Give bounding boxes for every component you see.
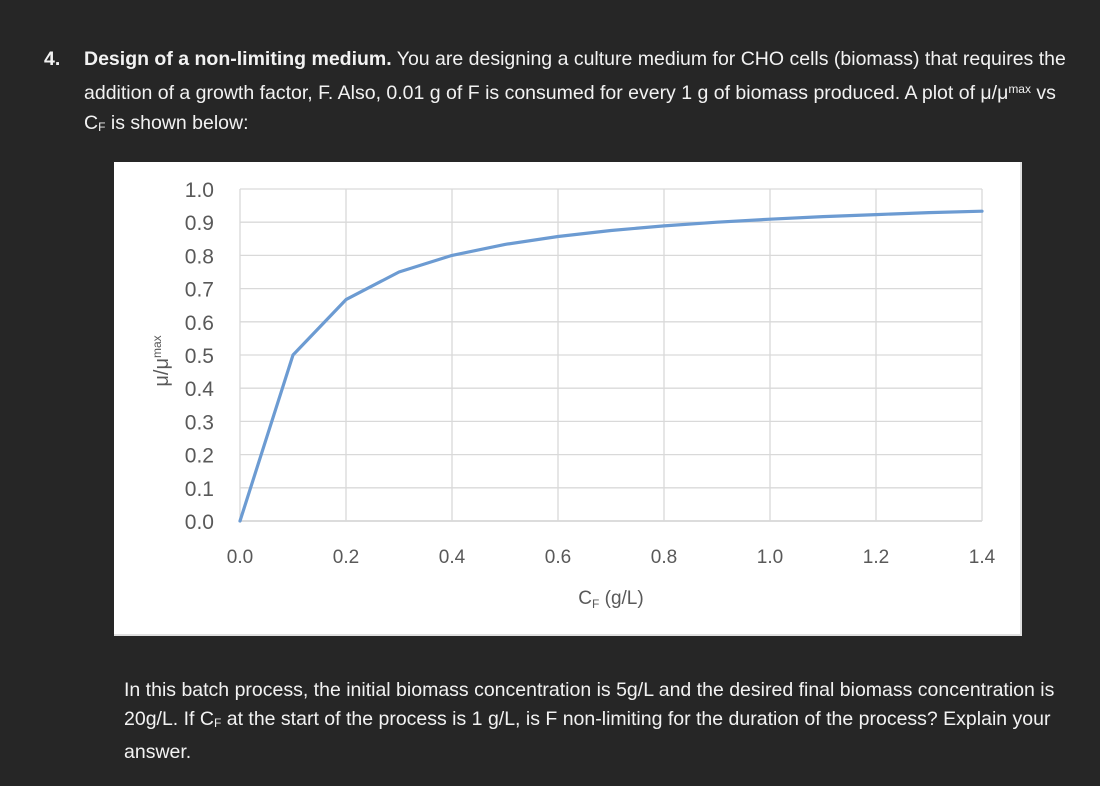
x-tick-label: 1.2 — [863, 547, 889, 568]
followup-text: In this batch process, the initial bioma… — [124, 679, 1055, 730]
cf-subscript: F — [98, 120, 106, 134]
y-tick-label: 0.6 — [185, 312, 214, 335]
y-axis-label: μ/μmax — [150, 335, 173, 386]
y-tick-label: 0.2 — [185, 445, 214, 468]
y-tick-label: 0.4 — [185, 378, 215, 401]
y-tick-label: 0.3 — [185, 411, 214, 434]
y-tick-label: 0.0 — [185, 511, 214, 534]
mu-max-superscript: max — [1008, 82, 1031, 96]
chart-panel: 0.0 0.1 0.2 0.3 0.4 0.5 0.6 0.7 0.8 0.9 1.0 0.0 0.2 0… — [114, 162, 1022, 636]
x-tick-label: 0.2 — [333, 547, 359, 568]
cf-subscript: F — [213, 716, 222, 730]
y-tick-label: 0.7 — [185, 279, 214, 302]
y-tick-label: 0.5 — [185, 345, 214, 368]
question-text: 4. Design of a non-limiting medium. You … — [44, 44, 1074, 142]
question-number: 4. — [44, 48, 61, 70]
y-tick-label: 1.0 — [185, 179, 214, 202]
x-tick-label: 1.4 — [969, 547, 996, 568]
growth-rate-chart: 0.0 0.1 0.2 0.3 0.4 0.5 0.6 0.7 0.8 0.9 1.0 0.0 0.2 0… — [150, 179, 996, 611]
question-intro: You are designing a culture medium for C… — [84, 48, 1066, 104]
y-tick-label: 0.1 — [185, 478, 214, 501]
x-tick-label: 0.0 — [227, 547, 253, 568]
x-tick-label: 0.4 — [439, 547, 466, 568]
y-tick-label: 0.8 — [185, 245, 214, 268]
mu-ratio: μ/μ — [980, 82, 1009, 104]
question-intro-end: is shown below: — [105, 112, 249, 134]
x-tick-label: 1.0 — [757, 547, 783, 568]
followup-text-end: at the start of the process is 1 g/L, is… — [124, 708, 1051, 763]
question-body: Design of a non-limiting medium. You are… — [84, 44, 1074, 142]
question-title: Design of a non-limiting medium. — [84, 48, 392, 70]
y-tick-label: 0.9 — [185, 212, 214, 235]
data-line — [238, 209, 984, 523]
followup-question: In this batch process, the initial bioma… — [124, 676, 1074, 767]
x-axis-label: CF (g/L) — [578, 588, 643, 611]
vs-cf: vs C — [84, 82, 1056, 134]
x-tick-label: 0.8 — [651, 547, 677, 568]
x-tick-label: 0.6 — [545, 547, 571, 568]
